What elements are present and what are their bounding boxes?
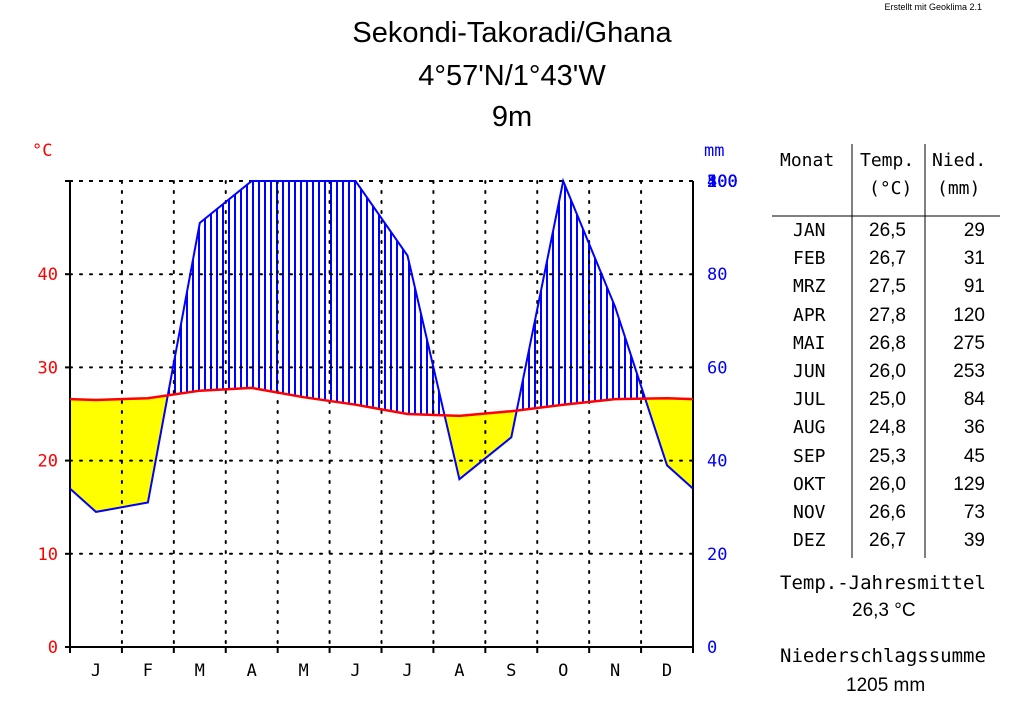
temp-annual-mean-label: Temp.-Jahresmittel bbox=[780, 572, 986, 594]
right-axis-tick-label: 0 bbox=[707, 638, 717, 658]
table-cell-month: MAI bbox=[793, 332, 826, 354]
table-cell-precip: 31 bbox=[963, 248, 985, 270]
table-cell-month: NOV bbox=[793, 502, 826, 523]
station-elevation: 9m bbox=[491, 101, 533, 133]
right-axis-tick-label: 100 bbox=[707, 172, 738, 192]
table-cell-temp: 26,0 bbox=[869, 473, 906, 495]
right-axis-tick-label: 80 bbox=[707, 265, 727, 285]
precipitation-line bbox=[69, 177, 694, 513]
table-cell-month: FEB bbox=[793, 248, 826, 270]
right-axis-unit: mm bbox=[704, 141, 724, 161]
table-cell-precip: 91 bbox=[963, 276, 985, 298]
table-cell-precip: 84 bbox=[963, 389, 985, 411]
table-cell-precip: 36 bbox=[963, 417, 985, 439]
table-cell-month: JUN bbox=[793, 361, 826, 382]
table-cell-temp: 26,7 bbox=[869, 248, 906, 270]
table-cell-precip: 253 bbox=[953, 361, 985, 382]
right-axis-tick-label: 200 bbox=[707, 172, 738, 192]
humid-period-area bbox=[168, 181, 444, 416]
table-cell-temp: 26,5 bbox=[869, 220, 906, 241]
right-axis-tick-label: 500 bbox=[707, 172, 738, 192]
left-axis-tick-label: 40 bbox=[38, 265, 58, 285]
table-cell-temp: 25,0 bbox=[869, 389, 906, 411]
month-label: N bbox=[610, 661, 620, 681]
right-axis-tick-label: 40 bbox=[707, 452, 727, 472]
chart-grid bbox=[69, 180, 694, 648]
arid-period-area bbox=[646, 398, 693, 489]
table-cell-temp: 27,5 bbox=[869, 276, 906, 298]
station-title: Sekondi-Takoradi/Ghana bbox=[352, 17, 672, 49]
month-label: M bbox=[299, 661, 309, 681]
table-header-month: Monat bbox=[780, 150, 835, 171]
table-cell-month: JAN bbox=[793, 220, 826, 241]
table-cell-month: JUL bbox=[793, 389, 826, 411]
month-label: S bbox=[506, 661, 516, 681]
table-cell-month: APR bbox=[793, 304, 826, 326]
station-coords: 4°57'N/1°43'W bbox=[418, 60, 606, 92]
table-cell-precip: 129 bbox=[953, 473, 985, 495]
table-cell-temp: 24,8 bbox=[869, 417, 906, 439]
table-cell-temp: 26,0 bbox=[869, 361, 906, 382]
table-header-precip-unit: (mm) bbox=[937, 178, 981, 199]
table-cell-precip: 73 bbox=[963, 502, 985, 523]
table-cell-temp: 26,7 bbox=[869, 530, 906, 552]
chart-axes bbox=[65, 180, 694, 653]
table-cell-precip: 275 bbox=[953, 332, 985, 354]
month-label: M bbox=[195, 661, 205, 681]
temperature-line bbox=[69, 386, 694, 418]
table-cell-precip: 39 bbox=[963, 530, 985, 552]
table-cell-temp: 27,8 bbox=[869, 304, 906, 326]
precip-total-label: Niederschlagssumme bbox=[780, 645, 986, 667]
humid-period-area bbox=[517, 182, 645, 411]
right-axis-tick-label: 20 bbox=[707, 545, 727, 565]
credit-label: Erstellt mit Geoklima 2.1 bbox=[884, 2, 982, 12]
left-axis-tick-label: 0 bbox=[48, 638, 58, 658]
table-cell-precip: 29 bbox=[963, 220, 985, 241]
month-label: D bbox=[662, 661, 672, 681]
right-axis-tick-label: 60 bbox=[707, 358, 727, 378]
table-cell-month: OKT bbox=[793, 473, 826, 495]
month-label: J bbox=[402, 661, 412, 681]
arid-period-area bbox=[70, 395, 167, 512]
table-cell-precip: 45 bbox=[963, 445, 985, 467]
table-header-temp: Temp. bbox=[860, 150, 915, 171]
table-cell-temp: 26,8 bbox=[869, 332, 906, 354]
table-cell-month: AUG bbox=[793, 417, 826, 439]
table-header-precip: Nied. bbox=[932, 150, 987, 171]
left-axis-tick-label: 10 bbox=[38, 545, 58, 565]
month-label: F bbox=[143, 661, 153, 681]
table-cell-precip: 120 bbox=[953, 304, 985, 326]
precip-total-value: 1205 mm bbox=[846, 675, 926, 696]
month-label: J bbox=[91, 661, 101, 681]
table-cell-temp: 26,6 bbox=[869, 502, 906, 523]
left-axis-unit: °C bbox=[32, 141, 52, 161]
temp-annual-mean-value: 26,3 °C bbox=[852, 600, 916, 621]
table-cell-temp: 25,3 bbox=[869, 445, 906, 467]
month-label: O bbox=[558, 661, 568, 681]
table-header-temp-unit: (°C) bbox=[869, 178, 913, 199]
right-axis-tick-label: 400 bbox=[707, 172, 738, 192]
table-cell-month: MRZ bbox=[793, 276, 826, 298]
month-label: A bbox=[454, 661, 464, 681]
chart-fills bbox=[70, 181, 693, 512]
arid-period-area bbox=[445, 410, 516, 479]
month-label: J bbox=[350, 661, 360, 681]
table-cell-month: DEZ bbox=[793, 530, 826, 552]
climate-table bbox=[772, 144, 1000, 558]
month-label: A bbox=[247, 661, 257, 681]
right-axis-tick-label: 300 bbox=[707, 172, 738, 192]
left-axis-tick-label: 20 bbox=[38, 452, 58, 472]
table-cell-month: SEP bbox=[793, 445, 826, 467]
left-axis-tick-label: 30 bbox=[38, 358, 58, 378]
chart-lines bbox=[69, 177, 694, 513]
